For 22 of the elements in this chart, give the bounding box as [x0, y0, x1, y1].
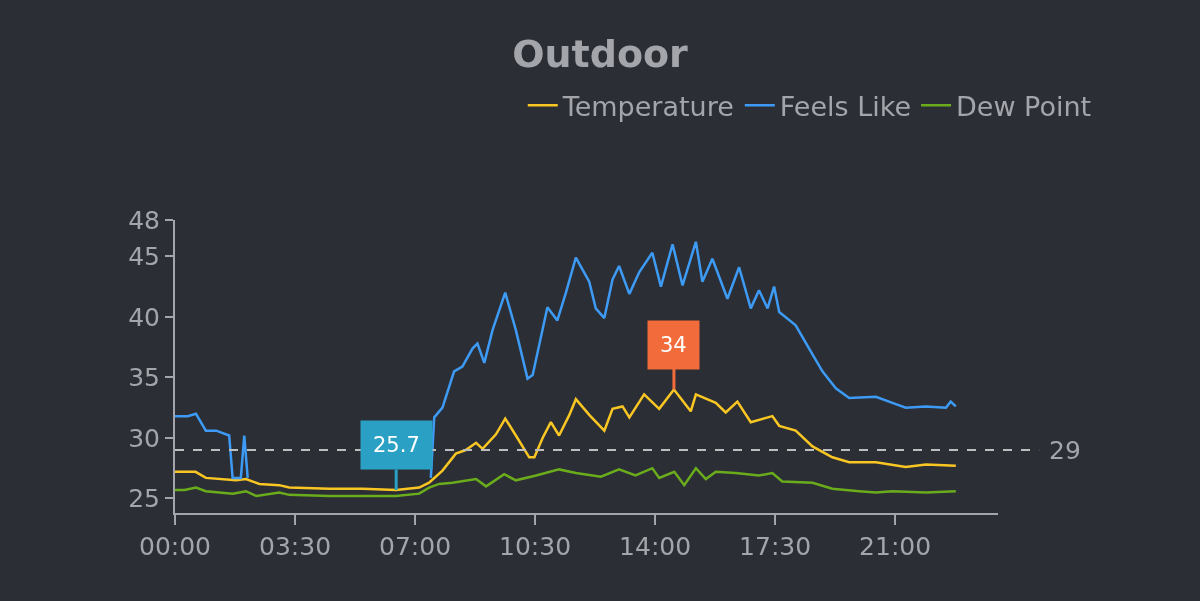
legend-label: Temperature — [561, 90, 734, 122]
y-tick-label: 40 — [128, 302, 160, 332]
y-tick-label: 30 — [128, 423, 160, 453]
legend-label: Feels Like — [779, 90, 912, 122]
x-tick-label: 00:00 — [138, 532, 212, 561]
chart-title: Outdoor — [512, 32, 689, 77]
y-tick-label: 35 — [128, 363, 160, 393]
x-tick-label: 07:00 — [379, 532, 452, 561]
x-tick-label: 03:30 — [259, 532, 332, 561]
annotation: 25.7 — [373, 433, 420, 457]
y-tick-label: 48 — [128, 205, 160, 235]
ref-line-label: 29 — [1049, 436, 1081, 465]
y-tick-label: 25 — [128, 484, 160, 514]
y-tick-label: 45 — [128, 242, 160, 272]
annotation: 34 — [660, 333, 687, 357]
x-tick-label: 21:00 — [859, 532, 932, 561]
legend-label: Dew Point — [956, 90, 1092, 122]
x-tick-label: 14:00 — [619, 532, 692, 561]
line-series — [175, 466, 958, 498]
line-series — [175, 388, 958, 492]
x-tick-label: 17:30 — [739, 532, 812, 561]
x-tick-label: 10:30 — [499, 532, 572, 561]
